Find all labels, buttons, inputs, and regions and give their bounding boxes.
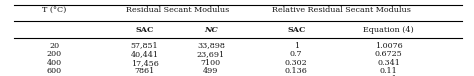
Text: 2039: 2039 — [135, 75, 155, 76]
Text: 600: 600 — [47, 67, 62, 75]
Text: 20: 20 — [49, 42, 60, 50]
Text: T (°C): T (°C) — [42, 6, 67, 14]
Text: 57,851: 57,851 — [131, 42, 158, 50]
Text: Equation (4): Equation (4) — [363, 26, 414, 34]
Text: 23,691: 23,691 — [197, 50, 225, 58]
Text: 0.302: 0.302 — [285, 59, 308, 67]
Text: 1.0076: 1.0076 — [375, 42, 402, 50]
Text: Relative Residual Secant Modulus: Relative Residual Secant Modulus — [272, 6, 410, 14]
Text: SAC: SAC — [136, 26, 154, 34]
Text: 1: 1 — [294, 42, 299, 50]
Text: 0.0212: 0.0212 — [375, 75, 402, 76]
Text: 0.6725: 0.6725 — [375, 50, 402, 58]
Text: SAC: SAC — [287, 26, 305, 34]
Text: 7861: 7861 — [135, 67, 155, 75]
Text: 0.341: 0.341 — [377, 59, 400, 67]
Text: 0.11: 0.11 — [380, 67, 398, 75]
Text: 800: 800 — [47, 75, 62, 76]
Text: 0.136: 0.136 — [285, 67, 308, 75]
Text: NC: NC — [204, 26, 218, 34]
Text: 400: 400 — [47, 59, 62, 67]
Text: 200: 200 — [47, 50, 62, 58]
Text: Residual Secant Modulus: Residual Secant Modulus — [126, 6, 229, 14]
Text: 7100: 7100 — [201, 59, 221, 67]
Text: 0.7: 0.7 — [290, 50, 302, 58]
Text: 229: 229 — [203, 75, 219, 76]
Text: 0.035: 0.035 — [285, 75, 308, 76]
Text: 499: 499 — [203, 67, 219, 75]
Text: 33,898: 33,898 — [197, 42, 225, 50]
Text: 40,441: 40,441 — [130, 50, 159, 58]
Text: 17,456: 17,456 — [131, 59, 158, 67]
